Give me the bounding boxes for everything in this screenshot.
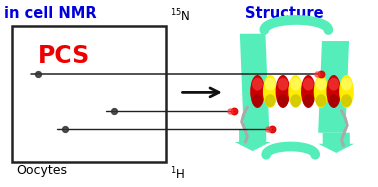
Ellipse shape xyxy=(276,75,290,108)
Ellipse shape xyxy=(303,94,314,107)
Point xyxy=(228,109,234,112)
Ellipse shape xyxy=(288,75,303,108)
Ellipse shape xyxy=(327,75,341,108)
Ellipse shape xyxy=(252,78,263,91)
Bar xyxy=(12,26,166,162)
Ellipse shape xyxy=(316,78,327,91)
Ellipse shape xyxy=(314,75,328,108)
Ellipse shape xyxy=(290,78,301,91)
Ellipse shape xyxy=(265,78,276,91)
Ellipse shape xyxy=(303,78,314,91)
Point xyxy=(269,128,275,131)
Ellipse shape xyxy=(339,75,354,108)
Text: PCS: PCS xyxy=(38,44,91,68)
Point xyxy=(318,73,324,76)
Text: Oocytes: Oocytes xyxy=(16,164,67,177)
Ellipse shape xyxy=(328,78,339,91)
Ellipse shape xyxy=(265,94,276,107)
Polygon shape xyxy=(240,34,269,129)
FancyArrow shape xyxy=(318,133,354,153)
Ellipse shape xyxy=(341,94,352,107)
Ellipse shape xyxy=(263,75,277,108)
Point xyxy=(314,73,320,76)
Text: in cell NMR: in cell NMR xyxy=(5,6,97,21)
Point xyxy=(111,109,117,112)
Text: $^{15}$N: $^{15}$N xyxy=(170,8,191,24)
Ellipse shape xyxy=(328,94,339,107)
Ellipse shape xyxy=(277,78,288,91)
Ellipse shape xyxy=(250,75,265,108)
Ellipse shape xyxy=(301,75,316,108)
Point xyxy=(62,128,68,131)
Text: $^{1}$H: $^{1}$H xyxy=(170,166,186,182)
Point xyxy=(265,128,271,131)
Polygon shape xyxy=(318,41,349,133)
Ellipse shape xyxy=(316,94,327,107)
Ellipse shape xyxy=(252,94,263,107)
Ellipse shape xyxy=(290,94,301,107)
Ellipse shape xyxy=(277,94,288,107)
Point xyxy=(231,109,237,112)
Text: Structure: Structure xyxy=(245,6,324,21)
Point xyxy=(35,73,41,76)
Ellipse shape xyxy=(341,78,352,91)
FancyArrow shape xyxy=(235,129,271,151)
